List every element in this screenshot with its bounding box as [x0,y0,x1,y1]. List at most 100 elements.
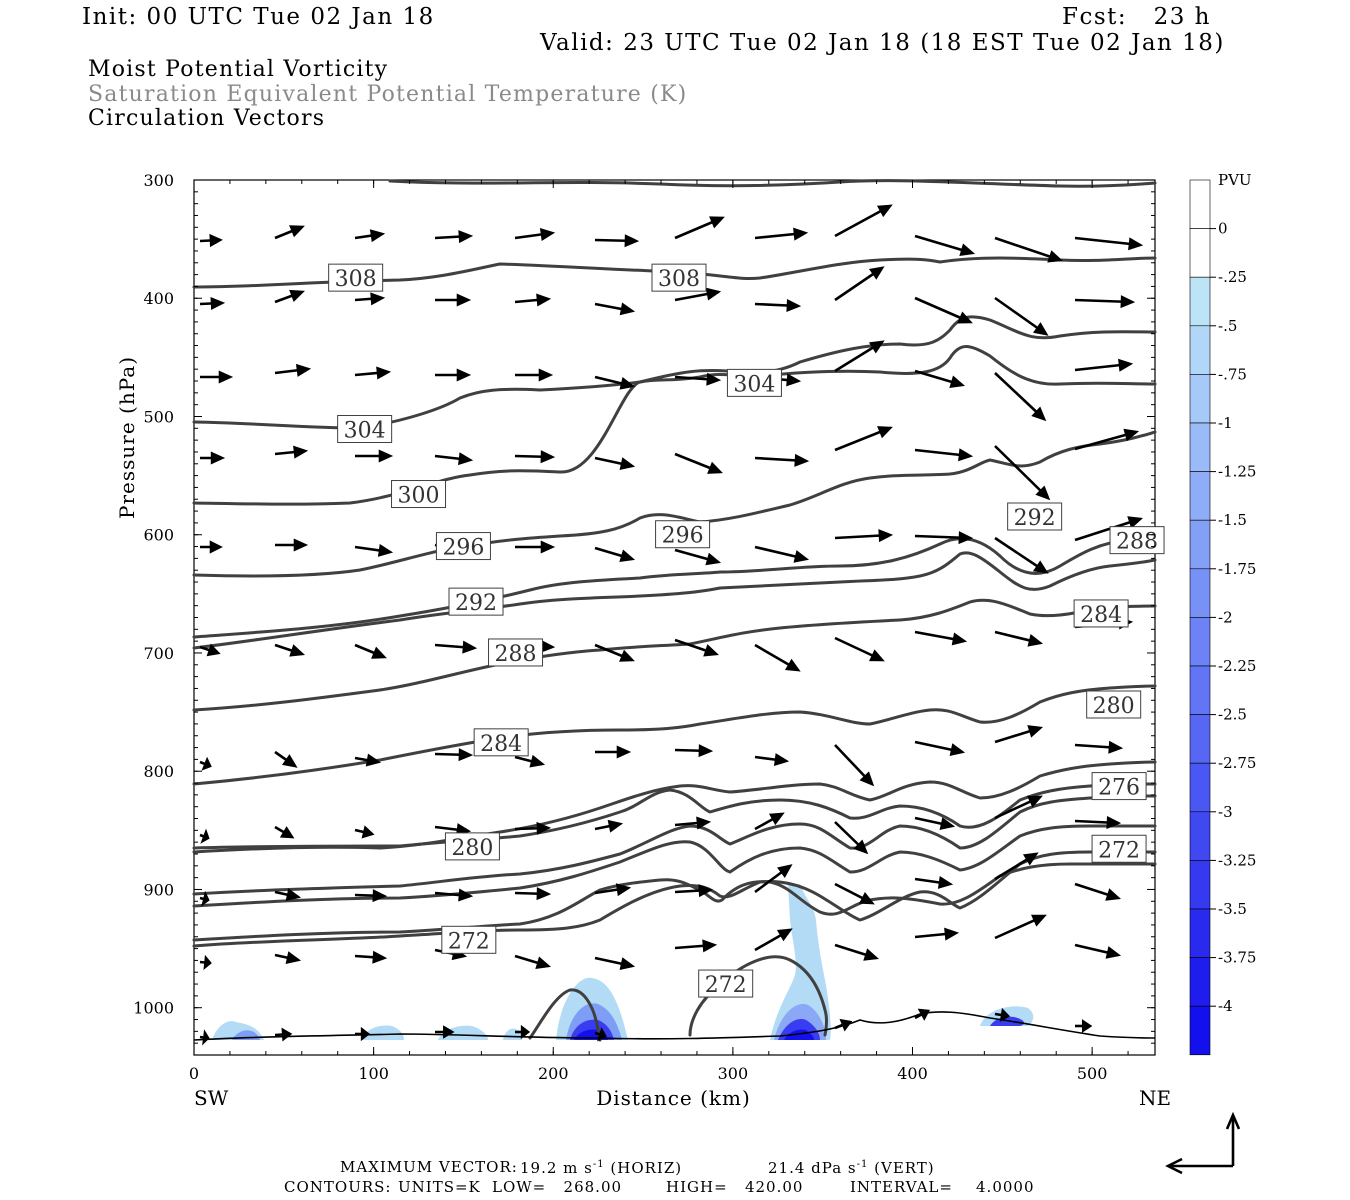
circulation-vector [199,828,210,844]
colorbar-cell [1189,179,1211,229]
contour-label-text: 296 [442,536,484,561]
vector-head [597,1027,607,1042]
contour-label-box [488,638,544,667]
colorbar-units: PVU [1218,171,1252,189]
circulation-vector [914,630,968,646]
circulation-vector [994,536,1049,574]
colorbar-label: -3 [1218,803,1233,821]
vector-head [709,216,725,229]
colorbar-label: -1 [1218,414,1233,432]
circulation-vector [674,452,723,474]
vector-head [702,939,718,953]
title-vectors: Circulation Vectors [88,106,326,131]
vector-head [201,756,212,771]
circulation-vector [674,638,719,657]
circulation-vector [274,1027,293,1042]
contour-label-box [337,414,393,443]
reference-vector-vert-head [1225,1111,1241,1130]
contour-label-text: 288 [495,642,537,667]
circulation-vector [514,821,552,835]
contour-label-box [448,587,504,616]
contour-label: 272 [698,969,754,998]
circulation-vector [994,296,1049,336]
contour-label: 296 [435,532,491,561]
vector-head [1105,888,1122,901]
circulation-vector [274,445,309,459]
colorbar-cell [1189,860,1211,910]
vector-head [210,296,226,311]
contour-label: 272 [441,925,497,954]
vector-head [202,1029,210,1046]
vector-head [206,643,221,657]
vector-head [768,812,785,826]
colorbar-cell [1189,957,1211,1007]
max-vector-vert-exp: -1 [856,1159,869,1170]
circulation-vector [434,230,474,244]
contour-label-text: 284 [480,732,522,757]
circulation-vector [834,529,894,543]
vector-head [696,816,712,830]
circulation-vector [914,1008,931,1021]
colorbar-label: -2.5 [1218,706,1247,724]
colorbar-label: -1.5 [1218,511,1247,529]
circulation-vector [674,816,712,830]
vector-head [619,457,636,470]
vector-head [869,649,885,662]
max-vector-label: MAXIMUM VECTOR: [340,1158,518,1176]
circulation-vector [834,636,885,662]
vector-head [1027,795,1043,808]
vector-head [877,426,893,439]
circulation-vector [754,812,785,831]
vector-shaft [994,236,1061,262]
contour-line [192,794,1157,896]
contour-label: 308 [651,263,707,292]
circulation-vector [754,864,793,894]
contour-label-text: 272 [448,929,490,954]
colorbar-cell [1189,908,1211,958]
contour-label-box [1073,599,1129,628]
vector-head [784,658,801,672]
vector-head [289,644,306,657]
contour-label-box [1086,690,1142,719]
colorbar-label: -2.75 [1218,754,1256,772]
terrain-line [193,1011,1156,1041]
max-vector-horiz-exp: -1 [592,1159,605,1170]
vector-head [201,890,210,907]
circulation-vector [274,951,302,964]
vector-head [619,302,636,316]
contour-label-box [698,969,754,998]
contour-label-text: 272 [705,973,747,998]
vector-head [462,640,478,654]
vector-head [281,1027,293,1042]
circulation-vector [1074,428,1140,451]
circulation-vector [994,914,1047,940]
contour-label-text: 280 [1093,694,1135,719]
vector-head [1027,633,1044,647]
circulation-vector [274,825,295,839]
forecast-hour: Fcst: 23 h [1062,4,1211,30]
circulation-vector [514,228,556,241]
contour-label: 288 [1109,526,1165,555]
vector-head [282,754,298,768]
circulation-vector [994,795,1043,820]
circulation-vector [754,298,802,312]
vector-head [200,828,210,844]
vector-head [773,753,790,767]
circulation-vector [754,643,801,672]
colorbar-cell [1189,1005,1211,1056]
x-axis-label: Distance (km) [596,1086,751,1110]
vector-head [458,888,474,902]
circulation-vector [435,368,472,382]
vector-head [293,538,309,552]
contour-label-box [1109,526,1165,555]
vector-head [698,744,714,758]
title-theta-es: Saturation Equivalent Potential Temperat… [88,82,688,107]
vector-head [540,540,556,554]
contours-high: HIGH= 420.00 [666,1178,804,1196]
vector-head [1032,560,1049,574]
vector-head [777,864,793,878]
circulation-vectors [199,204,1144,1046]
vector-head [458,452,474,466]
circulation-vector [754,227,809,241]
vector-head [863,948,880,961]
